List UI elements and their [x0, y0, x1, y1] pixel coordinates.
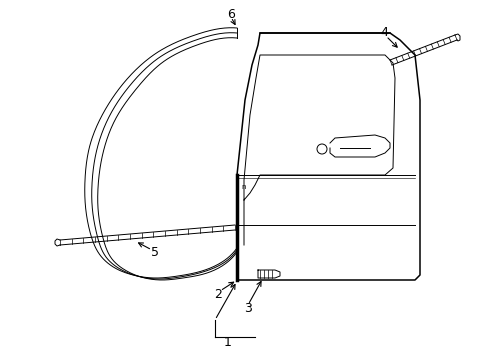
Text: 4: 4 — [379, 27, 387, 40]
Text: 2: 2 — [214, 288, 222, 301]
Text: n: n — [241, 184, 246, 190]
Text: 3: 3 — [244, 302, 251, 315]
Text: 5: 5 — [151, 246, 159, 258]
Text: 1: 1 — [224, 336, 231, 348]
Text: 6: 6 — [226, 8, 234, 21]
